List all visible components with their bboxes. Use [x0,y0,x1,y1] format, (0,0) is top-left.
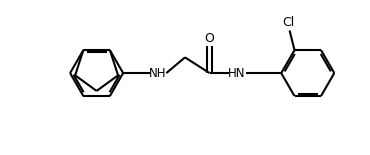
Text: O: O [205,32,215,45]
Text: Cl: Cl [282,16,295,29]
Text: NH: NH [149,67,166,80]
Text: HN: HN [228,67,246,80]
